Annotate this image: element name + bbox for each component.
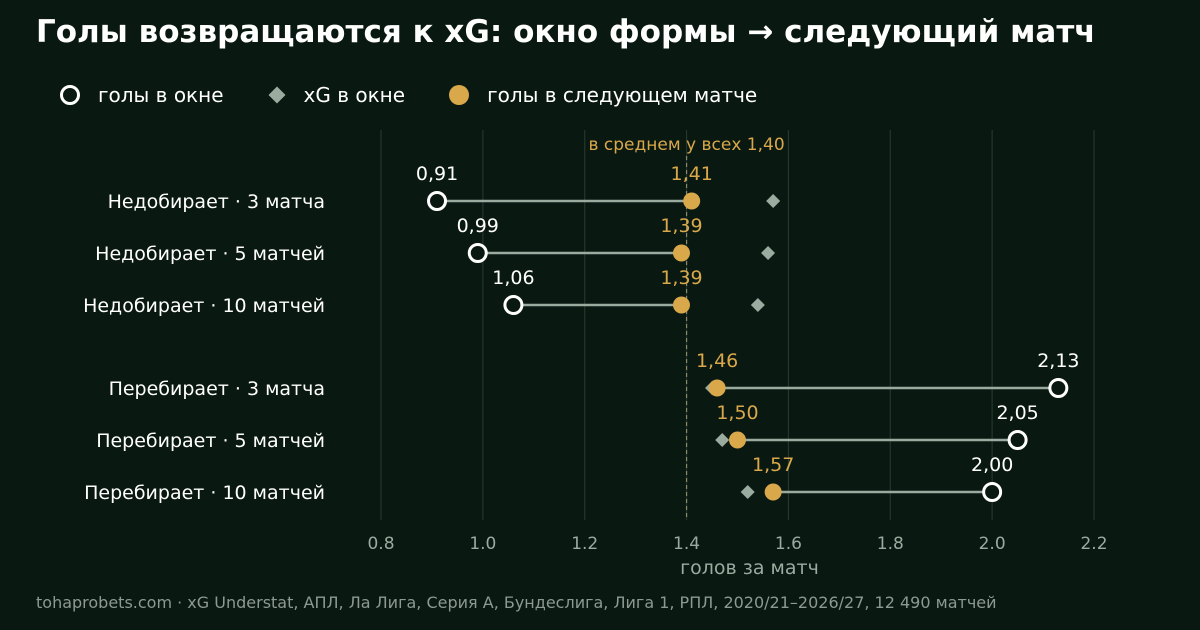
window-xg-marker <box>740 485 755 499</box>
window-xg-marker <box>761 246 776 260</box>
window-goals-value-label: 2,00 <box>971 454 1013 476</box>
next-goals-value-label: 1,39 <box>660 267 702 289</box>
x-tick-label: 2.0 <box>979 534 1006 554</box>
window-goals-marker <box>1048 378 1069 398</box>
x-tick-label: 1.4 <box>673 534 700 554</box>
row-label: Перебирает · 3 матча <box>109 378 325 400</box>
open-circle-marker-icon <box>60 85 80 105</box>
window-goals-value-label: 0,99 <box>457 215 499 237</box>
row-label: Недобирает · 5 матчей <box>95 243 325 265</box>
row-label: Недобирает · 3 матча <box>108 191 325 213</box>
legend-item-window-xg: xG в окне <box>268 83 406 107</box>
window-goals-marker <box>427 191 448 211</box>
window-xg-marker <box>750 298 765 312</box>
x-tick-label: 1.0 <box>469 534 496 554</box>
next-goals-marker <box>729 431 746 449</box>
next-goals-marker <box>708 379 726 397</box>
window-xg-marker <box>715 433 730 447</box>
next-goals-value-label: 1,39 <box>660 215 702 237</box>
source-footer: tohaprobets.com · xG Understat, АПЛ, Ла … <box>36 593 997 612</box>
legend-item-next-goals: голы в следующем матче <box>449 83 757 107</box>
legend-label-next-goals: голы в следующем матче <box>487 83 758 107</box>
next-goals-marker <box>683 192 701 210</box>
average-reference-label: в среднем у всех 1,40 <box>588 135 784 155</box>
legend: голы в окне xG в окне голы в следующем м… <box>60 80 801 110</box>
window-xg-marker <box>766 194 781 208</box>
window-goals-marker <box>982 482 1003 502</box>
window-goals-value-label: 2,13 <box>1037 350 1079 372</box>
filled-circle-marker-icon <box>449 85 470 105</box>
next-goals-value-label: 1,46 <box>696 350 738 372</box>
chart-title: Голы возвращаются к xG: окно формы → сле… <box>36 14 1096 50</box>
window-goals-value-label: 1,06 <box>492 267 534 289</box>
window-goals-value-label: 0,91 <box>416 163 458 185</box>
x-axis-label: голов за матч <box>680 557 819 579</box>
row-label: Недобирает · 10 матчей <box>83 295 325 317</box>
x-tick-label: 2.2 <box>1080 534 1107 554</box>
next-goals-marker <box>672 296 690 314</box>
next-goals-value-label: 1,57 <box>752 454 794 476</box>
legend-item-window-goals: голы в окне <box>60 83 224 107</box>
legend-label-window-xg: xG в окне <box>303 83 406 107</box>
window-goals-marker <box>503 295 524 315</box>
window-goals-value-label: 2,05 <box>996 402 1038 424</box>
next-goals-value-label: 1,41 <box>671 163 713 185</box>
window-goals-marker <box>467 243 488 263</box>
x-tick-label: 0.8 <box>367 534 394 554</box>
x-tick-label: 1.6 <box>775 534 802 554</box>
row-label: Перебирает · 5 матчей <box>96 430 325 452</box>
legend-label-window-goals: голы в окне <box>98 83 224 107</box>
next-goals-marker <box>764 483 782 501</box>
window-goals-marker <box>1007 430 1028 450</box>
x-tick-label: 1.8 <box>877 534 904 554</box>
row-label: Перебирает · 10 матчей <box>84 482 325 504</box>
next-goals-marker <box>672 244 690 262</box>
x-tick-label: 1.2 <box>571 534 598 554</box>
next-goals-value-label: 1,50 <box>716 402 758 424</box>
